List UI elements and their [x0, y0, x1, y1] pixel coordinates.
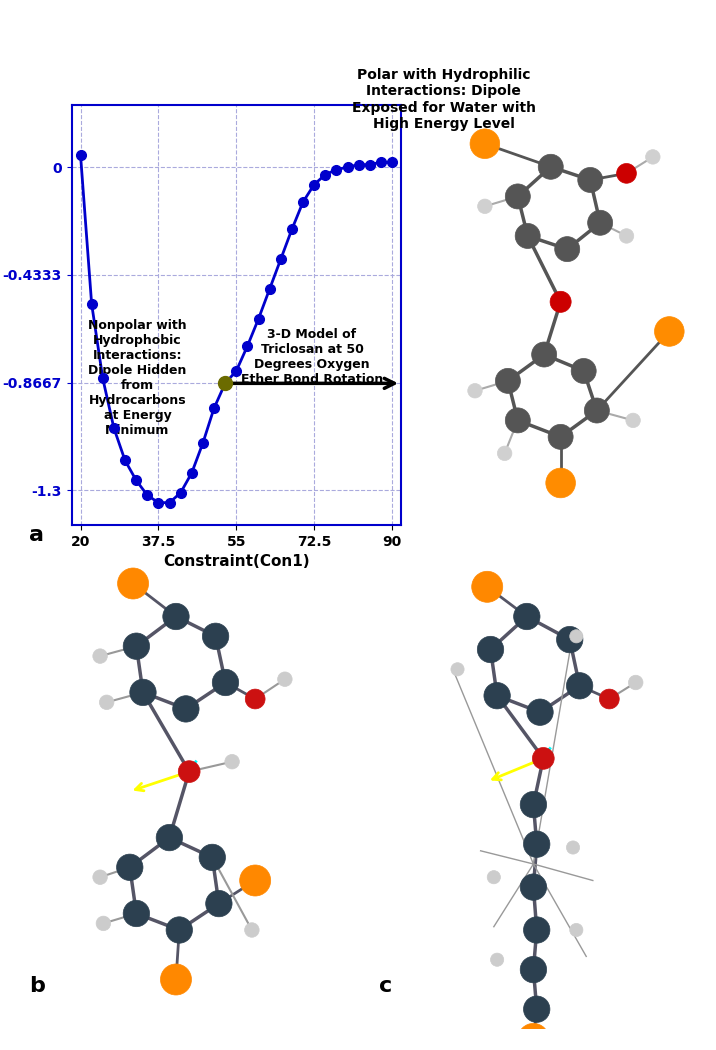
- Circle shape: [498, 446, 512, 461]
- Circle shape: [93, 649, 107, 664]
- Circle shape: [203, 623, 229, 650]
- Circle shape: [521, 874, 546, 900]
- Circle shape: [566, 673, 593, 699]
- Circle shape: [626, 413, 640, 427]
- Circle shape: [278, 672, 292, 687]
- Circle shape: [516, 224, 540, 249]
- Circle shape: [478, 636, 504, 663]
- Circle shape: [117, 854, 143, 881]
- Circle shape: [550, 291, 571, 312]
- Circle shape: [556, 627, 583, 653]
- Text: c: c: [379, 976, 393, 996]
- Circle shape: [548, 424, 573, 449]
- Circle shape: [523, 831, 550, 858]
- Circle shape: [523, 917, 550, 943]
- Circle shape: [538, 154, 563, 180]
- Circle shape: [487, 870, 500, 884]
- Text: 3-D Model of
Triclosan at 50
Degrees Oxygen
Ether Bond Rotation: 3-D Model of Triclosan at 50 Degrees Oxy…: [241, 328, 383, 386]
- Circle shape: [532, 342, 556, 368]
- Circle shape: [163, 604, 189, 630]
- Circle shape: [629, 675, 643, 690]
- Circle shape: [495, 369, 521, 394]
- Circle shape: [478, 200, 492, 213]
- Circle shape: [566, 841, 580, 854]
- X-axis label: Constraint(Con1): Constraint(Con1): [163, 554, 309, 569]
- Circle shape: [472, 571, 503, 603]
- Text: Polar with Hydrophilic
Interactions: Dipole
Exposed for Water with
High Energy L: Polar with Hydrophilic Interactions: Dip…: [352, 68, 536, 131]
- Circle shape: [578, 167, 603, 192]
- Circle shape: [468, 383, 483, 398]
- Circle shape: [513, 604, 540, 630]
- Circle shape: [505, 407, 531, 433]
- Circle shape: [96, 917, 111, 930]
- Circle shape: [225, 755, 239, 769]
- Circle shape: [527, 699, 553, 726]
- Circle shape: [93, 870, 107, 884]
- Circle shape: [246, 689, 265, 709]
- Circle shape: [117, 568, 149, 598]
- Circle shape: [130, 679, 156, 706]
- Circle shape: [546, 468, 576, 498]
- Text: Nonpolar with
Hydrophobic
Interactions:
Dipole Hidden
from
Hydrocarbons
at Energ: Nonpolar with Hydrophobic Interactions: …: [88, 319, 187, 437]
- Circle shape: [588, 210, 613, 235]
- Circle shape: [123, 900, 150, 927]
- Circle shape: [518, 1024, 549, 1050]
- Circle shape: [646, 150, 660, 164]
- Circle shape: [521, 957, 546, 983]
- Circle shape: [240, 865, 271, 896]
- Circle shape: [654, 317, 684, 346]
- Circle shape: [616, 164, 637, 184]
- Circle shape: [533, 748, 554, 770]
- Circle shape: [245, 923, 259, 938]
- Circle shape: [619, 229, 634, 244]
- Circle shape: [123, 633, 150, 659]
- Circle shape: [205, 890, 232, 917]
- Circle shape: [505, 184, 531, 209]
- Circle shape: [555, 236, 580, 261]
- Text: b: b: [29, 976, 44, 996]
- Circle shape: [490, 953, 504, 966]
- Circle shape: [451, 663, 464, 676]
- Circle shape: [571, 358, 596, 383]
- Circle shape: [521, 792, 546, 818]
- Circle shape: [100, 695, 114, 710]
- Circle shape: [570, 630, 583, 643]
- Circle shape: [470, 129, 500, 159]
- Circle shape: [166, 917, 193, 943]
- Circle shape: [212, 669, 238, 696]
- Circle shape: [584, 398, 609, 423]
- Circle shape: [178, 760, 200, 782]
- Circle shape: [599, 689, 619, 709]
- Circle shape: [156, 824, 183, 850]
- Circle shape: [160, 964, 191, 995]
- Text: a: a: [29, 525, 44, 545]
- Circle shape: [173, 696, 199, 722]
- Circle shape: [199, 844, 226, 870]
- Circle shape: [484, 682, 511, 709]
- Circle shape: [523, 996, 550, 1023]
- Circle shape: [570, 923, 583, 937]
